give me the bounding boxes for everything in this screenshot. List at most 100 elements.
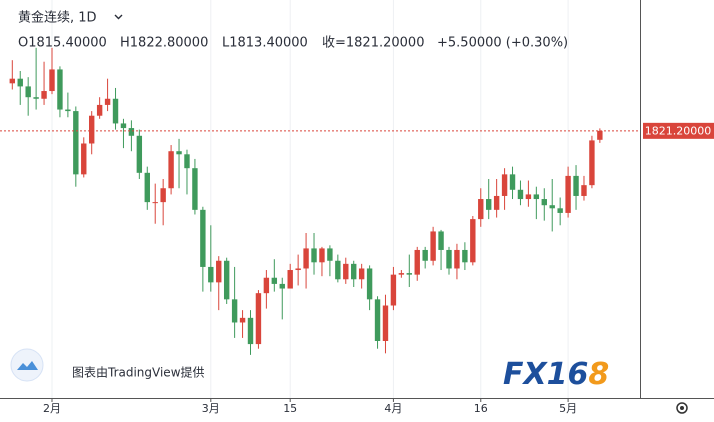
- close-value: 收=1821.20000: [322, 36, 424, 51]
- candle-body: [57, 69, 63, 110]
- candle-body: [366, 268, 373, 300]
- candle-body: [33, 97, 39, 99]
- candle-body: [549, 205, 555, 209]
- logo-main: FX16: [503, 357, 588, 392]
- candles: [9, 47, 603, 355]
- candle-body: [25, 86, 31, 98]
- candle-body: [223, 260, 230, 300]
- candle-body: [343, 263, 349, 280]
- settings-icon[interactable]: [676, 402, 688, 414]
- candle-body: [247, 317, 254, 345]
- x-tick-label: 2月: [43, 402, 61, 415]
- candle-body: [279, 283, 285, 289]
- candle-body: [144, 172, 150, 203]
- symbol: 黄金连续, 1D: [18, 10, 97, 26]
- badge-icon: [17, 361, 38, 370]
- candle-body: [335, 260, 341, 280]
- candle-body: [303, 248, 309, 269]
- candle-body: [176, 151, 182, 155]
- candle-body: [216, 260, 222, 283]
- x-tick-label: 15: [283, 402, 297, 415]
- candle-body: [525, 194, 532, 200]
- candle-body: [200, 209, 206, 267]
- candle-body: [17, 78, 23, 87]
- candle-body: [422, 249, 428, 261]
- logo: FX168: [503, 357, 609, 392]
- candle-body: [438, 231, 444, 250]
- candle-body: [128, 128, 135, 136]
- tradingview-badge[interactable]: [10, 348, 44, 382]
- last-price-box: [643, 122, 714, 139]
- candle-body: [589, 140, 595, 186]
- candle-body: [565, 175, 571, 213]
- x-tick-label: 3月: [202, 402, 220, 415]
- candle-body: [351, 263, 357, 280]
- candle-body: [311, 248, 317, 263]
- candle-body: [287, 270, 293, 289]
- badge-circle: [10, 348, 44, 382]
- candle-body: [184, 154, 190, 169]
- candle-body: [89, 115, 95, 144]
- candle-body: [168, 151, 174, 189]
- candle-body: [493, 195, 500, 210]
- candle-body: [517, 189, 524, 200]
- candle-body: [9, 78, 15, 84]
- candle-body: [65, 109, 71, 112]
- candle-body: [120, 123, 127, 129]
- candle-body: [112, 98, 119, 124]
- candle-body: [271, 277, 278, 284]
- candle-body: [192, 168, 198, 210]
- candle-body: [374, 299, 381, 341]
- candle-body: [160, 188, 166, 203]
- last-price-label: 1821.20000: [645, 124, 711, 137]
- candle-body: [81, 143, 87, 175]
- candle-body: [470, 219, 476, 263]
- candle-body: [573, 175, 579, 196]
- candle-body: [358, 268, 365, 280]
- candle-body: [454, 249, 460, 269]
- candle-body: [501, 174, 508, 196]
- candle-body: [263, 277, 270, 294]
- candle-body: [406, 273, 412, 275]
- candle-body: [319, 248, 325, 263]
- high-value: H1822.80000: [120, 36, 208, 51]
- candle-body: [152, 202, 158, 204]
- candle-body: [541, 199, 547, 206]
- candle-body: [414, 249, 420, 275]
- x-tick-label: 16: [474, 402, 488, 415]
- low-value: L1813.40000: [222, 36, 308, 51]
- candle-body: [104, 98, 111, 105]
- candle-body: [430, 231, 436, 261]
- logo-accent: 8: [588, 357, 609, 392]
- watermark: 图表由TradingView提供: [72, 365, 205, 380]
- candle-body: [597, 130, 603, 140]
- candle-body: [41, 91, 47, 99]
- candle-body: [382, 305, 389, 341]
- candle-body: [533, 194, 540, 200]
- candle-body: [255, 293, 262, 345]
- chevron[interactable]: [114, 14, 123, 20]
- candle-body: [398, 273, 405, 275]
- candle-body: [208, 266, 214, 283]
- change-value: +5.50000 (+0.30%): [437, 36, 568, 51]
- candle-body: [136, 135, 143, 173]
- candle-body: [446, 249, 452, 269]
- candle-body: [239, 317, 246, 323]
- gear-center: [680, 406, 684, 410]
- candle-body: [581, 185, 587, 196]
- candle-body: [327, 248, 333, 261]
- open-value: O1815.40000: [18, 36, 107, 51]
- x-tick-label: 5月: [559, 402, 577, 415]
- candle-body: [478, 199, 484, 220]
- candle-body: [486, 199, 492, 210]
- candle-body: [73, 111, 79, 175]
- candle-body: [509, 174, 516, 190]
- candle-body: [462, 249, 468, 263]
- x-tick-label: 4月: [384, 402, 402, 415]
- candle-body: [96, 104, 103, 116]
- candle-body: [49, 69, 55, 92]
- candle-body: [295, 268, 301, 271]
- candle-body: [557, 208, 563, 213]
